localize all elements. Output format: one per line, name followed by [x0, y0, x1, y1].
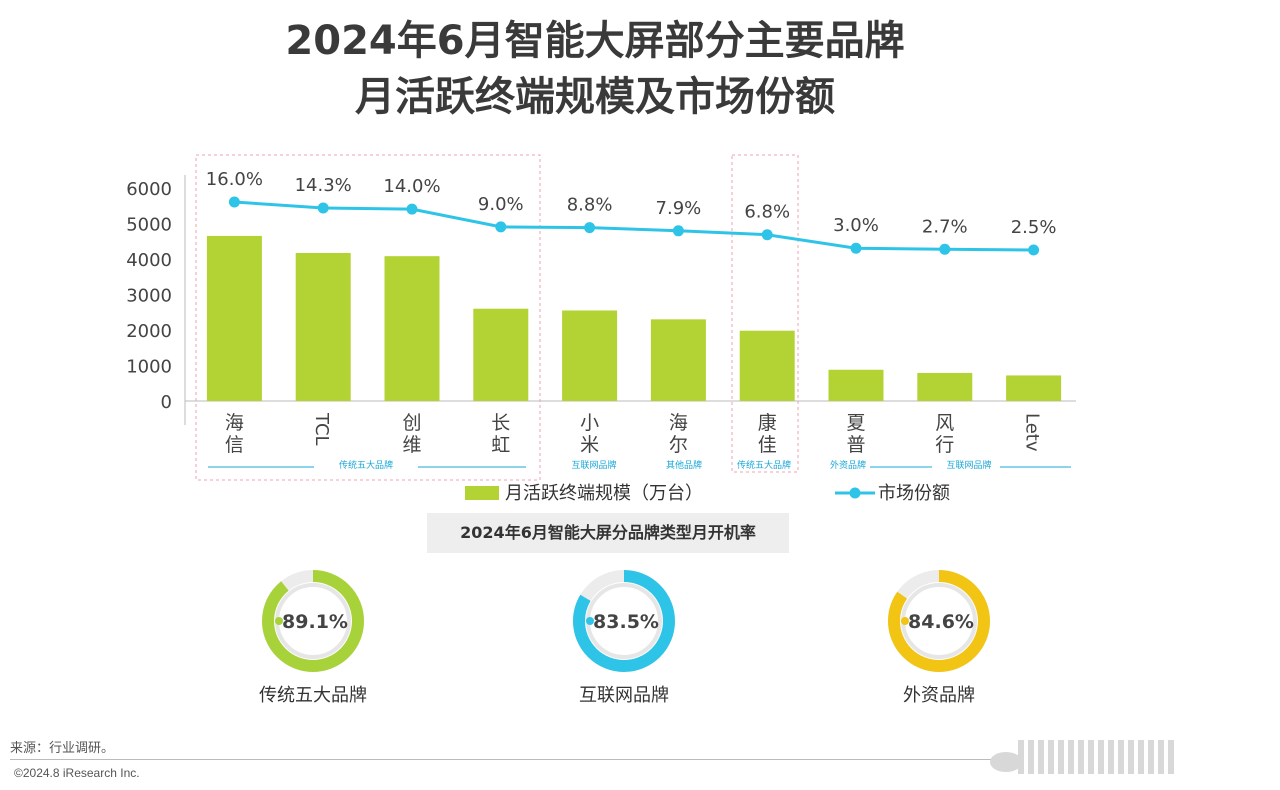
x-tick-label: 小	[580, 412, 599, 434]
market-share-point	[495, 221, 507, 233]
x-tick-label: Letv	[1022, 413, 1043, 452]
bar-1	[295, 252, 351, 401]
market-share-label: 14.3%	[295, 175, 352, 196]
group-box-0	[195, 154, 541, 481]
market-share-label: 16.0%	[206, 169, 263, 190]
market-share-point	[761, 229, 773, 241]
market-share-label: 14.0%	[383, 176, 440, 197]
bar-9	[1006, 375, 1062, 401]
bar-3	[473, 308, 529, 401]
x-tick-label: 米	[580, 434, 599, 456]
market-share-label: 6.8%	[744, 202, 790, 223]
y-tick-label: 4000	[126, 250, 172, 271]
y-tick-label: 0	[161, 392, 172, 413]
ring-progress	[888, 570, 990, 672]
ring-progress	[573, 570, 675, 672]
ring-progress	[262, 570, 364, 672]
market-share-point	[317, 202, 329, 214]
group-label: 互联网品牌	[571, 459, 616, 471]
ring-value-label: 84.6%	[908, 611, 974, 633]
copyright: ©2024.8 iResearch Inc.	[14, 766, 140, 780]
x-tick-label: 夏	[846, 412, 865, 434]
market-share-point	[228, 196, 240, 208]
market-share-point	[406, 203, 418, 215]
x-tick-label: 佳	[758, 434, 777, 456]
ring-dot	[275, 617, 283, 625]
bar-2	[384, 256, 440, 401]
market-share-line	[234, 200, 1034, 252]
y-tick-label: 5000	[126, 215, 172, 236]
market-share-label: 2.7%	[922, 216, 968, 237]
x-tick-label: 尔	[669, 434, 688, 456]
y-tick-label: 6000	[126, 179, 172, 200]
market-share-point	[584, 222, 596, 234]
ring-dot	[901, 617, 909, 625]
x-tick-label: 虹	[491, 434, 510, 456]
source-note: 来源：行业调研。	[10, 741, 115, 756]
bar-5	[650, 319, 706, 401]
ring-name-label: 外资品牌	[903, 685, 975, 706]
group-label: 传统五大品牌	[737, 459, 791, 471]
bar-7	[828, 369, 884, 401]
legend-line-label: 市场份额	[878, 483, 950, 504]
bar-4	[562, 310, 618, 401]
ring-value-label: 83.5%	[593, 611, 659, 633]
ring-name-label: 传统五大品牌	[259, 685, 367, 706]
group-label: 外资品牌	[830, 459, 866, 471]
footer-logo-mark	[990, 740, 1174, 774]
ring-value-label: 89.1%	[282, 611, 348, 633]
x-tick-label: 风	[935, 412, 954, 434]
x-tick-label: 长	[491, 412, 510, 434]
chart-title-line1: 2024年6月智能大屏部分主要品牌	[285, 18, 905, 64]
ring-dot	[586, 617, 594, 625]
bar-8	[917, 372, 973, 401]
x-tick-label: 创	[402, 412, 421, 434]
bar-0	[206, 235, 262, 401]
group-box-1	[731, 154, 799, 473]
market-share-label: 8.8%	[567, 195, 613, 216]
market-share-point	[939, 243, 951, 255]
market-share-point	[850, 242, 862, 254]
market-share-label: 7.9%	[656, 198, 702, 219]
market-share-point	[672, 225, 684, 237]
y-tick-label: 3000	[126, 286, 172, 307]
x-tick-label: TCL	[311, 412, 332, 446]
y-tick-label: 1000	[126, 357, 172, 378]
x-tick-label: 普	[846, 434, 865, 456]
group-label: 其他品牌	[666, 459, 702, 471]
market-share-label: 3.0%	[833, 215, 879, 236]
x-tick-label: 行	[935, 434, 954, 456]
x-tick-label: 海	[225, 412, 244, 434]
market-share-point	[1028, 244, 1040, 256]
rings-title: 2024年6月智能大屏分品牌类型月开机率	[427, 513, 789, 553]
legend-line-marker	[849, 487, 861, 499]
x-tick-label: 维	[402, 434, 421, 456]
x-tick-label: 康	[758, 412, 777, 434]
ring-name-label: 互联网品牌	[579, 685, 669, 706]
y-tick-label: 2000	[126, 321, 172, 342]
footer-divider	[10, 759, 1000, 760]
x-tick-label: 信	[225, 434, 244, 456]
market-share-label: 2.5%	[1011, 217, 1057, 238]
chart-title-line2: 月活跃终端规模及市场份额	[355, 74, 835, 120]
legend-bar-swatch	[465, 486, 499, 500]
group-label: 互联网品牌	[946, 459, 991, 471]
market-share-label: 9.0%	[478, 194, 524, 215]
group-label: 传统五大品牌	[339, 459, 393, 471]
bar-6	[739, 330, 795, 401]
x-tick-label: 海	[669, 412, 688, 434]
legend-bar-label: 月活跃终端规模（万台）	[505, 483, 703, 504]
